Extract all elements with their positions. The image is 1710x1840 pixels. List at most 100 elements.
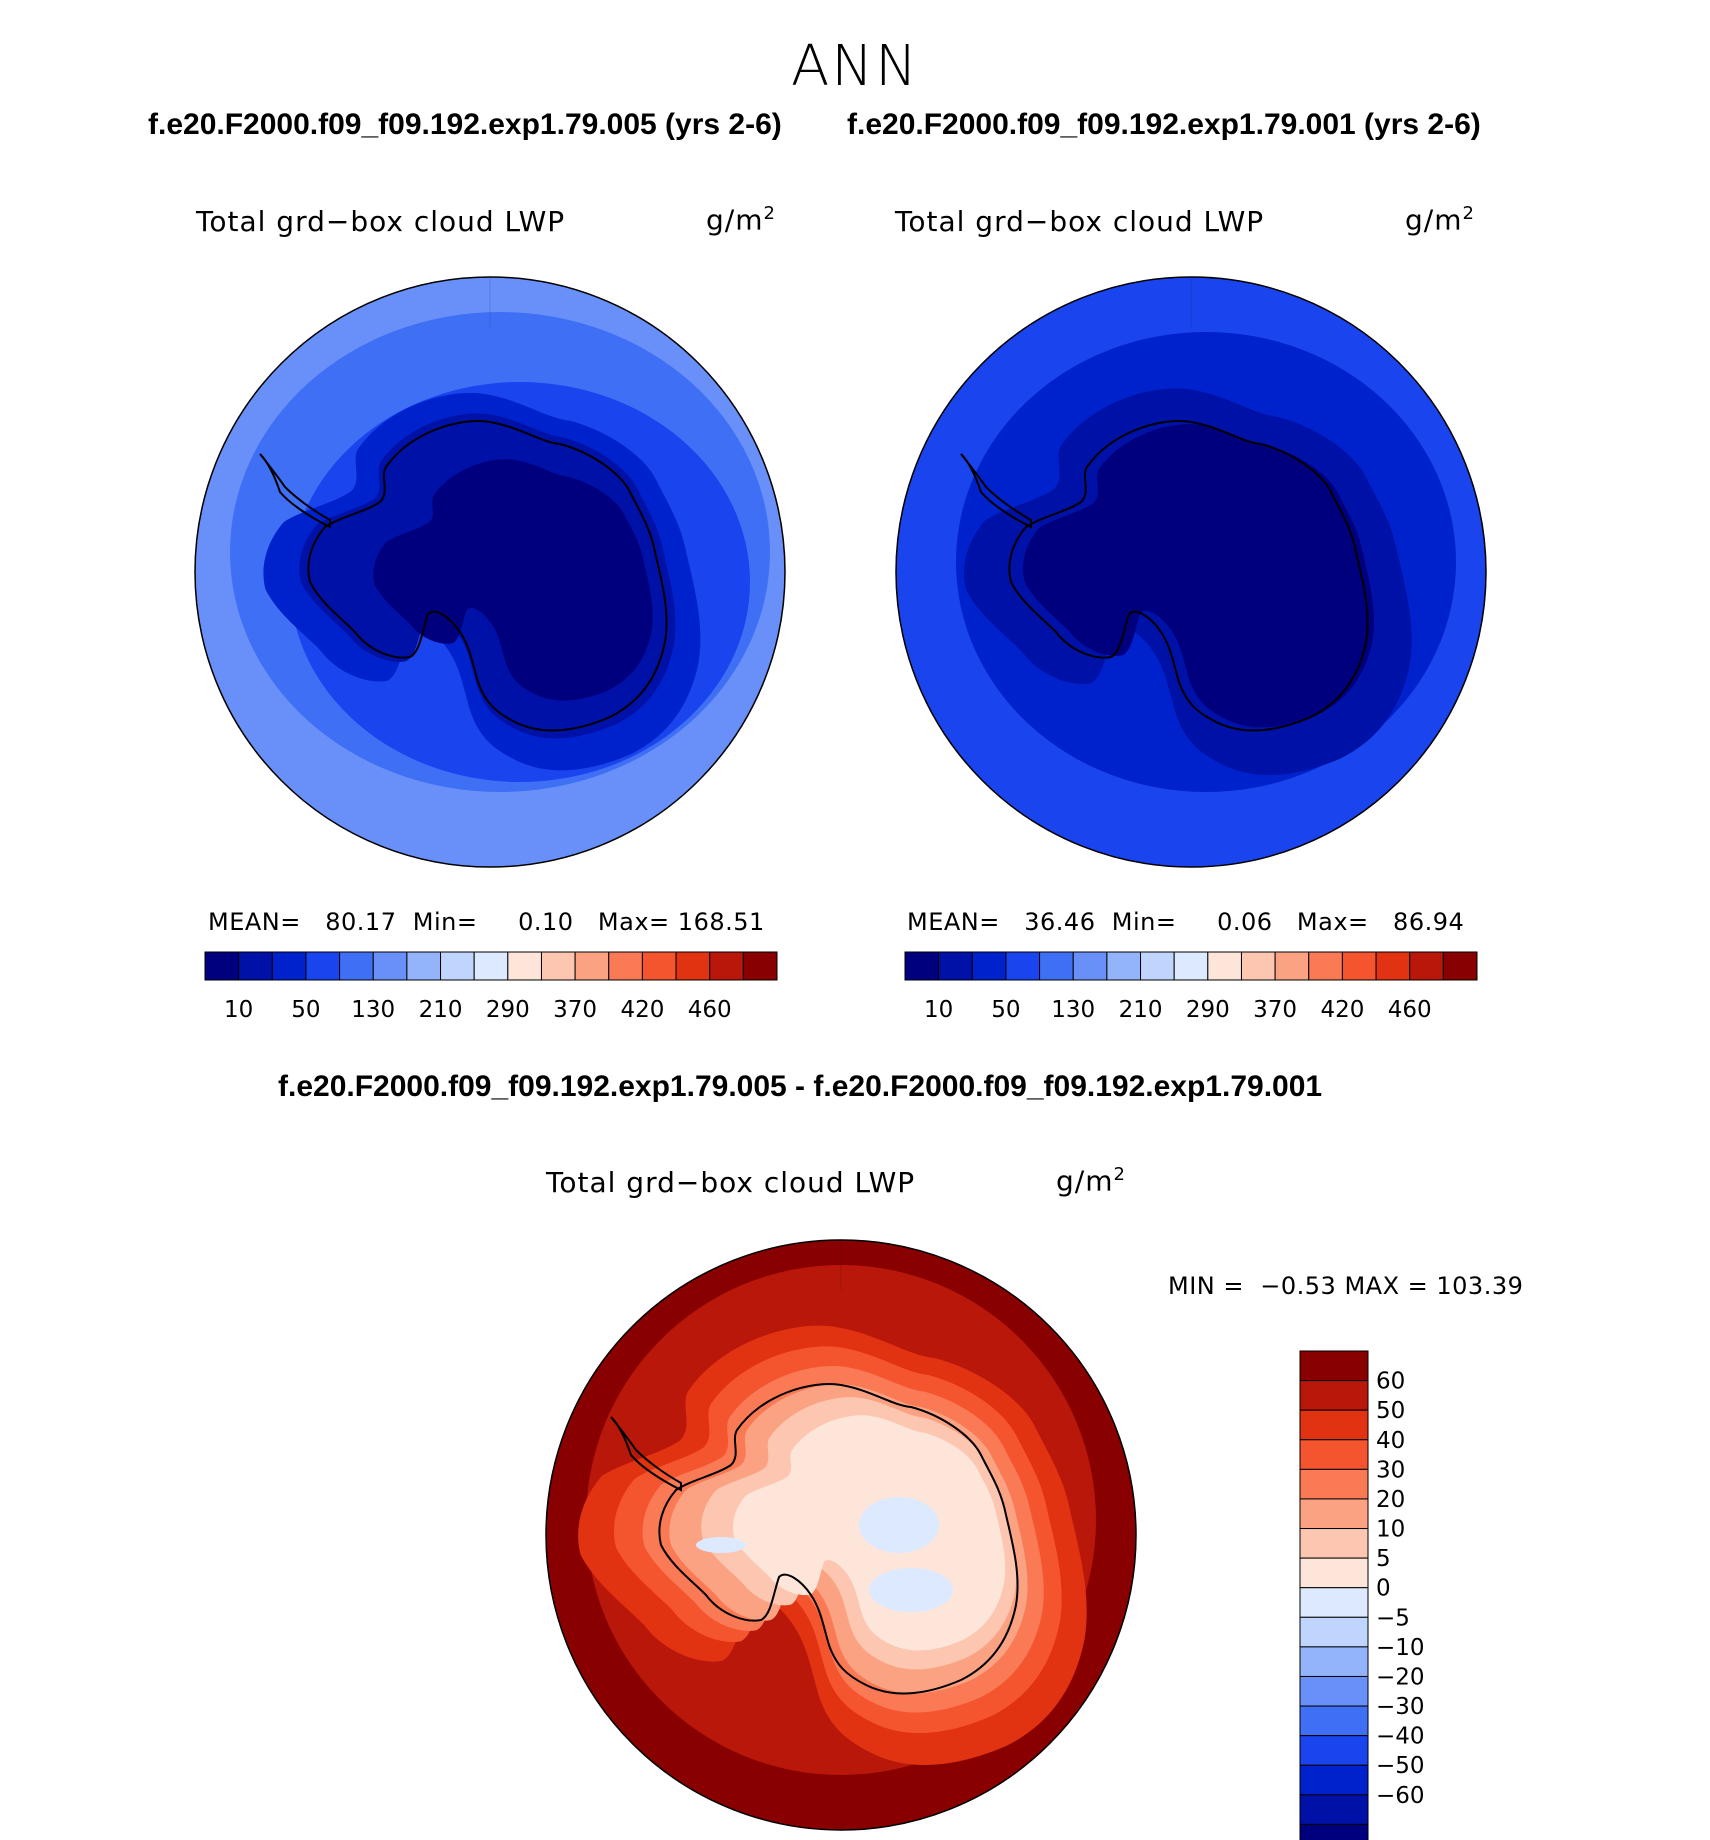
cbar3-swatch-11 [1299, 1675, 1369, 1707]
map2-border [895, 276, 1487, 868]
cbar1-tick-4: 290 [486, 997, 530, 1023]
cbar1-swatch-9 [507, 951, 542, 981]
map-panel-model-005 [194, 276, 786, 868]
cbar3-tick-9: −10 [1376, 1635, 1425, 1661]
cbar1-swatch-16 [742, 951, 778, 981]
cbar1-tick-0: 10 [224, 997, 253, 1023]
cbar2-swatch-8 [1173, 951, 1209, 981]
cbar2-swatch-13 [1341, 951, 1377, 981]
cbar2-swatch-10 [1240, 951, 1276, 981]
cbar3-swatch-9 [1299, 1616, 1369, 1648]
cbar2-tick-7: 460 [1388, 997, 1432, 1023]
cbar3-tick-3: 30 [1376, 1457, 1405, 1483]
cbar2-swatch-12 [1308, 951, 1343, 981]
map3-field-10 [696, 1537, 746, 1553]
cbar3-swatch-2 [1299, 1409, 1369, 1441]
map2-field-3 [1023, 424, 1375, 728]
cbar1-swatch-5 [372, 951, 408, 981]
cbar3-swatch-1 [1299, 1380, 1369, 1411]
cbar1-swatch-2 [271, 951, 307, 981]
cbar1-swatch-14 [675, 951, 711, 981]
map3-coastline [658, 1383, 1019, 1695]
cbar3-swatch-14 [1299, 1764, 1369, 1796]
case-title-right: f.e20.F2000.f09_f09.192.exp1.79.001 (yrs… [847, 108, 1481, 141]
cbar1-swatch-8 [473, 951, 509, 981]
cbar2-swatch-4 [1039, 951, 1074, 981]
map3-field-9 [869, 1568, 953, 1612]
cbar1-swatch-7 [440, 951, 475, 981]
cbar3-tick-13: −50 [1376, 1753, 1425, 1779]
panel2-field-label: Total grd−box cloud LWP [895, 205, 1265, 238]
cbar3-tick-10: −20 [1376, 1664, 1425, 1690]
cbar3-swatch-10 [1299, 1646, 1369, 1677]
map3-field-8 [859, 1497, 939, 1553]
panel2-units: g/m2 [1405, 203, 1475, 237]
cbar2-swatch-0 [904, 951, 940, 981]
cbar2-swatch-7 [1140, 951, 1175, 981]
cbar1-tick-1: 50 [291, 997, 320, 1023]
cbar1-swatch-3 [305, 951, 341, 981]
map-panel-difference [545, 1239, 1137, 1831]
cbar2-tick-6: 420 [1320, 997, 1364, 1023]
map2-peninsula [960, 453, 1032, 529]
cbar3-swatch-6 [1299, 1528, 1369, 1559]
cbar3-swatch-5 [1299, 1498, 1369, 1530]
cbar3-swatch-8 [1299, 1587, 1369, 1618]
cbar2-swatch-9 [1207, 951, 1242, 981]
cbar3-swatch-0 [1299, 1350, 1369, 1382]
cbar1-swatch-1 [238, 951, 273, 981]
cbar1-swatch-6 [406, 951, 442, 981]
cbar3-swatch-7 [1299, 1557, 1369, 1589]
panel2-stats: MEAN= 36.46 Min= 0.06 Max= 86.94 [907, 908, 1465, 936]
colorbar-panel2: 10 50 130 210 290 370 420 460 [904, 951, 1478, 1023]
cbar1-swatch-13 [641, 951, 677, 981]
cbar3-swatch-16 [1299, 1823, 1369, 1840]
cbar2-swatch-6 [1106, 951, 1142, 981]
cbar1-swatch-0 [204, 951, 240, 981]
map3-peninsula [610, 1416, 682, 1492]
map1-border [194, 276, 786, 868]
cbar1-tick-7: 460 [688, 997, 732, 1023]
cbar1-swatch-15 [709, 951, 744, 981]
cbar2-swatch-2 [971, 951, 1007, 981]
panel1-units: g/m2 [706, 203, 776, 237]
case-title-difference: f.e20.F2000.f09_f09.192.exp1.79.005 - f.… [278, 1070, 1323, 1103]
cbar3-tick-1: 50 [1376, 1398, 1405, 1424]
panel1-stats: MEAN= 80.17 Min= 0.10 Max= 168.51 [208, 908, 765, 936]
cbar2-swatch-11 [1274, 951, 1310, 981]
colorbar-panel1: 10 50 130 210 290 370 420 460 [204, 951, 778, 1023]
cbar3-swatch-4 [1299, 1468, 1369, 1500]
cbar2-swatch-16 [1442, 951, 1478, 981]
cbar2-tick-3: 210 [1119, 997, 1163, 1023]
cbar3-tick-4: 20 [1376, 1487, 1405, 1513]
map1-coastline [307, 420, 668, 732]
cbar1-tick-6: 420 [620, 997, 664, 1023]
cbar1-tick-2: 130 [351, 997, 395, 1023]
cbar3-tick-7: 0 [1376, 1576, 1391, 1602]
map2-coastline [1008, 420, 1369, 732]
panel1-field-label: Total grd−box cloud LWP [196, 205, 566, 238]
cbar1-tick-3: 210 [419, 997, 463, 1023]
cbar3-swatch-12 [1299, 1705, 1369, 1737]
map3-border [545, 1239, 1137, 1831]
cbar2-swatch-3 [1005, 951, 1041, 981]
cbar2-tick-4: 290 [1186, 997, 1230, 1023]
cbar3-swatch-13 [1299, 1735, 1369, 1766]
cbar1-tick-5: 370 [553, 997, 597, 1023]
cbar3-tick-6: 5 [1376, 1546, 1391, 1572]
map1-field-5 [373, 459, 653, 701]
cbar3-tick-2: 40 [1376, 1428, 1405, 1454]
panel3-units: g/m2 [1056, 1164, 1126, 1198]
cbar1-swatch-10 [540, 951, 576, 981]
panel3-stats: MIN = −0.53 MAX = 103.39 [1168, 1272, 1524, 1300]
cbar2-swatch-14 [1375, 951, 1411, 981]
cbar3-tick-11: −30 [1376, 1694, 1425, 1720]
cbar2-tick-1: 50 [991, 997, 1020, 1023]
cbar2-tick-0: 10 [924, 997, 953, 1023]
cbar2-tick-5: 370 [1253, 997, 1297, 1023]
map-panel-model-001 [895, 276, 1487, 868]
panel3-field-label: Total grd−box cloud LWP [546, 1166, 916, 1199]
season-title: ANN [790, 34, 920, 99]
